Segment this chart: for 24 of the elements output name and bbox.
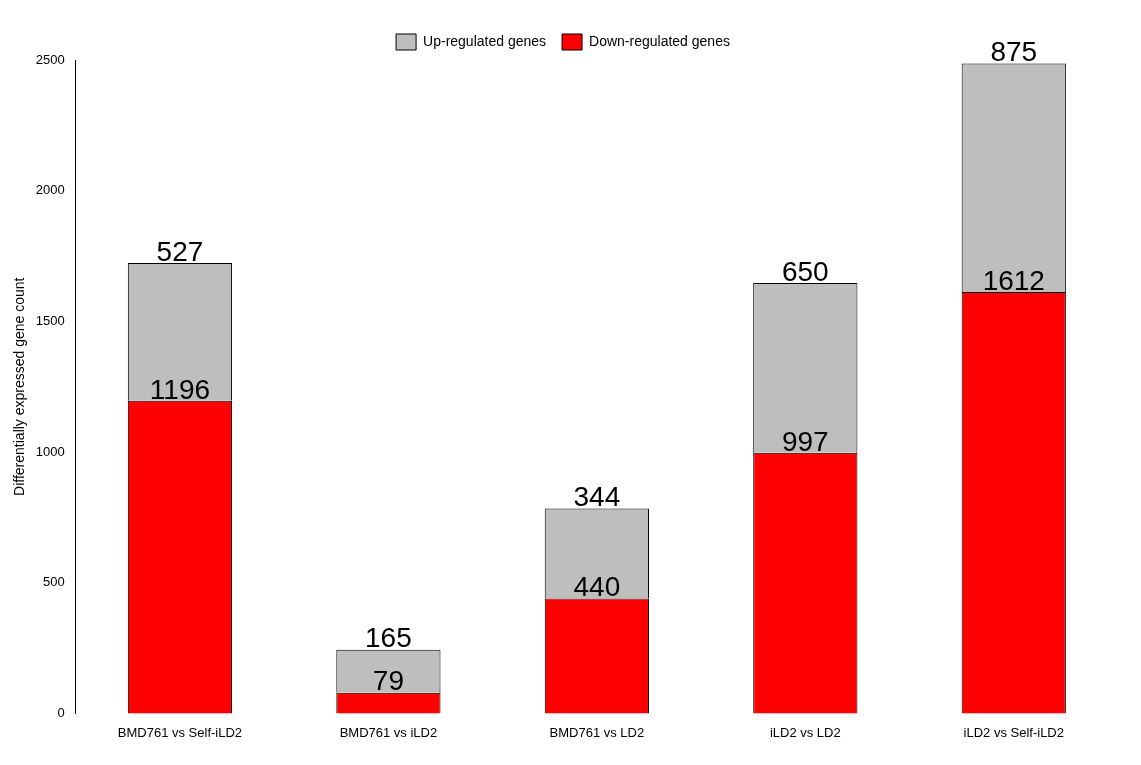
y-tick-label: 2500 <box>35 51 65 67</box>
y-tick-label: 1000 <box>35 443 65 459</box>
y-tick-label: 1500 <box>35 312 65 328</box>
y-axis-title: Differentially expressed gene count <box>11 277 28 496</box>
x-tick-label: iLD2 vs LD2 <box>769 724 841 740</box>
x-tick-label: BMD761 vs Self-iLD2 <box>117 724 243 740</box>
data-label: 650 <box>781 255 829 287</box>
x-tick-label: iLD2 vs Self-iLD2 <box>963 724 1064 740</box>
y-tick-label: 2000 <box>35 182 65 198</box>
data-label: 875 <box>990 36 1038 68</box>
data-label: 997 <box>781 425 829 457</box>
y-tick-label: 0 <box>57 704 65 720</box>
legend-label: Up-regulated genes <box>423 32 547 49</box>
data-label: 1196 <box>149 373 211 405</box>
data-label: 1612 <box>982 264 1045 296</box>
data-label: 440 <box>573 571 621 603</box>
legend-label: Down-regulated genes <box>589 32 730 49</box>
x-tick-label: BMD761 vs LD2 <box>549 724 645 740</box>
y-tick-label: 500 <box>43 574 65 590</box>
x-tick-label: BMD761 vs iLD2 <box>339 724 438 740</box>
data-label: 79 <box>372 665 404 697</box>
data-label: 527 <box>156 235 204 267</box>
data-label: 344 <box>573 481 621 513</box>
data-label: 165 <box>365 622 412 654</box>
